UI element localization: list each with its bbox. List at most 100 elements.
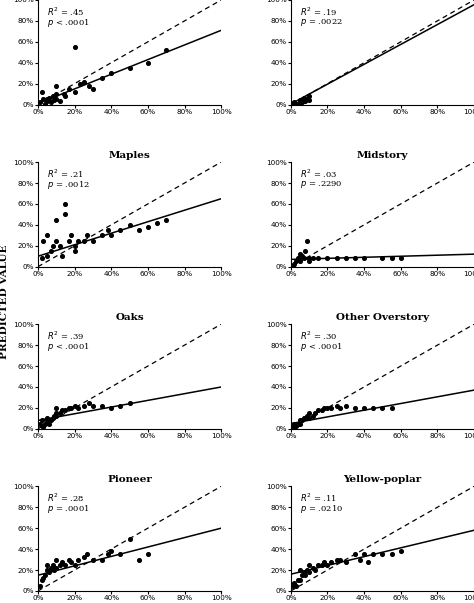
Point	[333, 555, 340, 564]
Point	[43, 230, 51, 240]
Point	[65, 236, 73, 245]
Point	[351, 253, 359, 263]
Point	[51, 565, 58, 575]
Point	[291, 418, 298, 428]
Point	[311, 565, 319, 575]
Point	[89, 236, 97, 245]
Point	[74, 555, 82, 564]
Point	[289, 99, 296, 109]
Title: Oaks: Oaks	[115, 313, 144, 322]
Point	[298, 251, 306, 261]
Point	[292, 581, 300, 590]
Point	[292, 257, 300, 267]
Point	[49, 92, 56, 101]
Point	[53, 403, 60, 412]
Point	[314, 253, 322, 263]
Point	[38, 415, 46, 425]
Point	[356, 555, 364, 564]
Point	[51, 96, 58, 106]
Text: $p$ < .0001: $p$ < .0001	[47, 17, 90, 29]
Point	[296, 249, 304, 259]
Point	[388, 549, 395, 559]
Point	[41, 99, 49, 109]
Point	[309, 253, 317, 263]
Point	[305, 257, 313, 267]
Point	[300, 567, 308, 577]
Point	[41, 570, 49, 580]
Point	[43, 560, 51, 570]
Point	[40, 573, 47, 583]
Point	[56, 241, 64, 251]
Text: $p$ < .0001: $p$ < .0001	[47, 341, 90, 353]
Point	[80, 236, 88, 245]
Point	[80, 552, 88, 562]
Point	[337, 403, 344, 412]
Point	[126, 534, 133, 543]
Point	[296, 257, 304, 267]
Point	[163, 215, 170, 224]
Point	[71, 42, 78, 52]
Point	[65, 403, 73, 412]
Point	[47, 246, 55, 256]
Point	[298, 415, 306, 425]
Text: $R^2$ = .19: $R^2$ = .19	[300, 5, 337, 17]
Point	[126, 220, 133, 230]
Point	[291, 259, 298, 268]
Point	[43, 415, 51, 425]
Point	[53, 236, 60, 245]
Point	[303, 411, 311, 421]
Point	[320, 403, 328, 412]
Text: $R^2$ = .39: $R^2$ = .39	[47, 329, 85, 342]
Point	[56, 408, 64, 418]
Point	[49, 241, 56, 251]
Point	[36, 98, 44, 107]
Point	[62, 92, 69, 101]
Point	[56, 96, 64, 106]
Point	[38, 87, 46, 97]
Point	[369, 403, 377, 412]
Point	[292, 421, 300, 431]
Point	[320, 557, 328, 566]
Point	[67, 557, 75, 566]
Point	[53, 408, 60, 418]
Point	[45, 93, 53, 103]
Point	[309, 563, 317, 573]
Point	[397, 253, 404, 263]
Point	[153, 218, 161, 227]
Point	[49, 414, 56, 423]
Point	[67, 403, 75, 412]
Point	[60, 89, 67, 99]
Point	[62, 405, 69, 415]
Point	[53, 89, 60, 99]
Point	[89, 555, 97, 564]
Point	[58, 405, 65, 415]
Point	[379, 549, 386, 559]
Point	[40, 236, 47, 245]
Text: $R^2$ = .21: $R^2$ = .21	[47, 168, 84, 180]
Point	[144, 58, 152, 68]
Point	[369, 549, 377, 559]
Point	[301, 96, 309, 106]
Text: $p$ = .0022: $p$ = .0022	[300, 17, 343, 28]
Point	[71, 241, 78, 251]
Text: $p$ = .0012: $p$ = .0012	[47, 179, 90, 191]
Point	[305, 414, 313, 423]
Point	[309, 411, 317, 421]
Point	[108, 230, 115, 240]
Title: Yellow-poplar: Yellow-poplar	[343, 475, 421, 484]
Point	[324, 253, 331, 263]
Point	[49, 560, 56, 570]
Point	[360, 403, 368, 412]
Point	[327, 403, 335, 412]
Point	[311, 408, 319, 418]
Point	[76, 79, 84, 89]
Point	[83, 549, 91, 559]
Point	[45, 567, 53, 577]
Point	[98, 401, 106, 411]
Point	[294, 418, 302, 428]
Point	[291, 98, 298, 107]
Text: $R^2$ = .11: $R^2$ = .11	[300, 491, 337, 504]
Point	[318, 560, 326, 570]
Point	[289, 422, 296, 432]
Text: $R^2$ = .45: $R^2$ = .45	[47, 5, 85, 17]
